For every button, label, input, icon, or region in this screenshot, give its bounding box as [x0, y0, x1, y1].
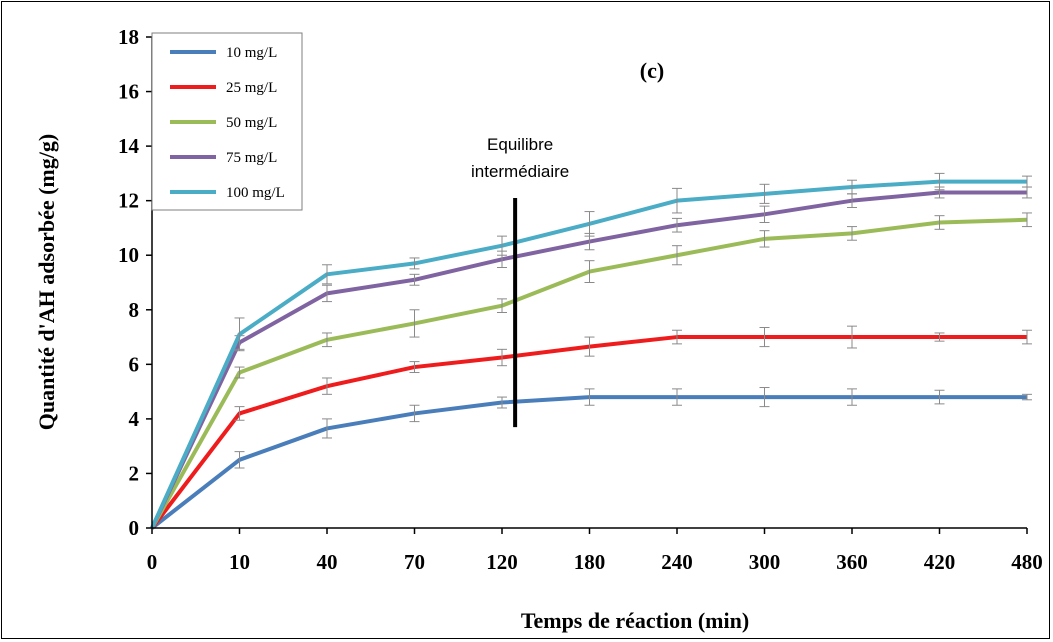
chart-title: (c) [640, 58, 664, 83]
annotation: Equilibre intermédiaire [471, 135, 569, 428]
legend-label-5: 100 mg/L [226, 185, 285, 201]
error-bar [759, 230, 770, 248]
series-1 [150, 387, 1032, 530]
x-tick-label-0: 0 [147, 550, 158, 574]
series-line-2 [150, 335, 1027, 530]
x-tick-label-360: 360 [836, 550, 868, 574]
legend-label-1: 10 mg/L [226, 45, 277, 61]
error-bar [934, 332, 945, 342]
y-tick-label-16: 16 [118, 80, 139, 104]
annotation-line-1: Equilibre [487, 135, 553, 154]
series-line-1 [150, 395, 1027, 530]
error-bar [497, 348, 507, 367]
y-tick-label-10: 10 [118, 243, 139, 267]
error-bar [584, 336, 595, 357]
y-tick-label-12: 12 [118, 189, 139, 213]
x-tick-label-180: 180 [574, 550, 606, 574]
error-bar [1022, 212, 1032, 228]
error-bar [409, 361, 420, 374]
error-bar [672, 187, 682, 214]
error-bar [584, 260, 595, 283]
y-tick-label-14: 14 [118, 134, 140, 158]
x-tick-label-480: 480 [1011, 550, 1043, 574]
error-bar [1022, 393, 1032, 401]
x-tick-label-300: 300 [749, 550, 781, 574]
x-tick-label-120: 120 [486, 550, 518, 574]
error-bar [1022, 175, 1032, 188]
x-axis-label: Temps de réaction (min) [521, 608, 749, 633]
error-bar [847, 226, 857, 241]
error-bar [497, 235, 507, 256]
y-tick-label-18: 18 [118, 25, 139, 49]
error-bar [234, 366, 245, 379]
legend: 10 mg/L 25 mg/L 50 mg/L 75 mg/L 100 mg/L [151, 32, 303, 211]
annotation-line-2: intermédiaire [471, 162, 569, 181]
error-bar [409, 309, 420, 338]
error-bar [847, 179, 857, 195]
x-tick-label-40: 40 [317, 550, 338, 574]
x-tick-label-10: 10 [229, 550, 250, 574]
error-bar [672, 388, 682, 406]
error-bar [934, 172, 945, 191]
y-tick-label-8: 8 [129, 298, 140, 322]
x-tick-label-240: 240 [661, 550, 693, 574]
error-bar [672, 217, 682, 233]
y-tick-label-6: 6 [129, 352, 140, 376]
error-bar [584, 211, 595, 237]
y-tick-label-2: 2 [129, 461, 140, 485]
y-axis-label: Quantité d'AH adsorbée (mg/g) [34, 134, 59, 430]
error-bar [234, 317, 245, 352]
error-bar [934, 389, 945, 405]
error-bar [322, 332, 332, 348]
error-bar [672, 245, 682, 266]
error-bar [759, 387, 770, 408]
error-bar [322, 418, 332, 439]
error-bar [322, 264, 332, 285]
error-bar [672, 329, 682, 345]
error-bar [497, 396, 507, 409]
legend-label-3: 50 mg/L [226, 115, 277, 131]
error-bar [759, 183, 770, 204]
error-bar [497, 298, 507, 314]
error-bar [409, 404, 420, 423]
x-tick-label-70: 70 [404, 550, 425, 574]
error-bar [234, 451, 245, 469]
error-bar [322, 284, 332, 303]
error-bar [847, 388, 857, 406]
error-bar [934, 215, 945, 230]
error-bar [322, 377, 332, 395]
y-tick-label-0: 0 [129, 516, 140, 540]
error-bar [1022, 329, 1032, 345]
series-5 [150, 172, 1032, 529]
series-2 [150, 325, 1032, 530]
error-bar [234, 406, 245, 421]
error-bar [759, 205, 770, 223]
x-tick-label-420: 420 [924, 550, 956, 574]
error-bar [409, 273, 420, 286]
error-bar [409, 257, 420, 270]
y-tick-label-4: 4 [129, 407, 140, 431]
series-3 [150, 212, 1032, 529]
series-layer [150, 172, 1032, 530]
legend-label-2: 25 mg/L [226, 80, 277, 96]
error-bar [847, 325, 857, 349]
legend-label-4: 75 mg/L [226, 150, 277, 166]
error-bar [584, 388, 595, 406]
error-bar [759, 327, 770, 348]
